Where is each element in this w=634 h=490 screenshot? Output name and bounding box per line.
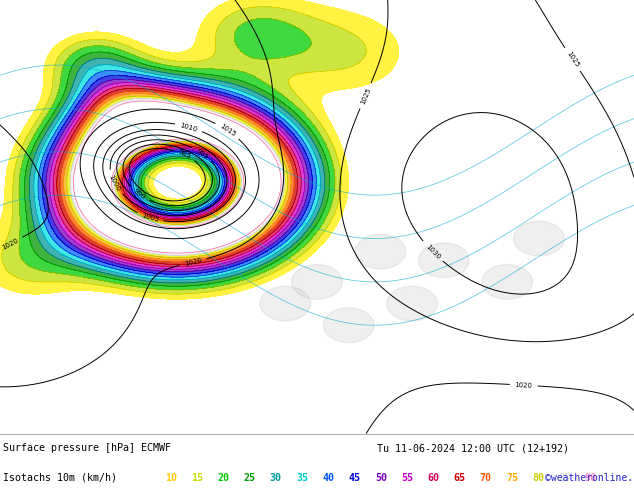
Text: Tu 11-06-2024 12:00 UTC (12+192): Tu 11-06-2024 12:00 UTC (12+192) [377, 443, 569, 453]
Text: Isotachs 10m (km/h): Isotachs 10m (km/h) [3, 472, 117, 483]
Text: 995: 995 [195, 147, 210, 160]
Text: 1010: 1010 [179, 122, 198, 132]
Text: 85: 85 [559, 472, 571, 483]
Text: ©weatheronline.co.uk: ©weatheronline.co.uk [545, 472, 634, 483]
Text: 65: 65 [453, 472, 465, 483]
Circle shape [292, 265, 342, 299]
Text: 1000: 1000 [108, 173, 121, 192]
Text: 990: 990 [132, 188, 146, 201]
Text: 80: 80 [533, 472, 545, 483]
Circle shape [355, 234, 406, 269]
Text: 60: 60 [427, 472, 439, 483]
Text: 25: 25 [243, 472, 256, 483]
Text: 45: 45 [349, 472, 361, 483]
Text: 40: 40 [322, 472, 334, 483]
Text: 1020: 1020 [1, 237, 20, 250]
Text: 1020: 1020 [515, 382, 533, 389]
Text: 15: 15 [191, 472, 203, 483]
Circle shape [418, 243, 469, 277]
Text: 1020: 1020 [184, 257, 202, 267]
Circle shape [387, 286, 437, 321]
Text: 90: 90 [585, 472, 597, 483]
Text: 20: 20 [217, 472, 230, 483]
Circle shape [514, 221, 564, 256]
Text: 70: 70 [480, 472, 492, 483]
Text: 55: 55 [401, 472, 413, 483]
Text: 30: 30 [270, 472, 282, 483]
Text: Surface pressure [hPa] ECMWF: Surface pressure [hPa] ECMWF [3, 443, 171, 453]
Text: 1025: 1025 [565, 50, 580, 69]
Circle shape [482, 265, 533, 299]
Text: 1005: 1005 [141, 212, 160, 223]
Circle shape [260, 286, 311, 321]
Text: 75: 75 [506, 472, 518, 483]
Text: 985: 985 [177, 149, 192, 160]
Text: 10: 10 [165, 472, 177, 483]
Text: 35: 35 [296, 472, 308, 483]
Text: 1015: 1015 [219, 123, 236, 138]
Text: 50: 50 [375, 472, 387, 483]
Text: 1030: 1030 [424, 243, 441, 260]
Text: 1025: 1025 [359, 86, 372, 105]
Circle shape [323, 308, 374, 343]
